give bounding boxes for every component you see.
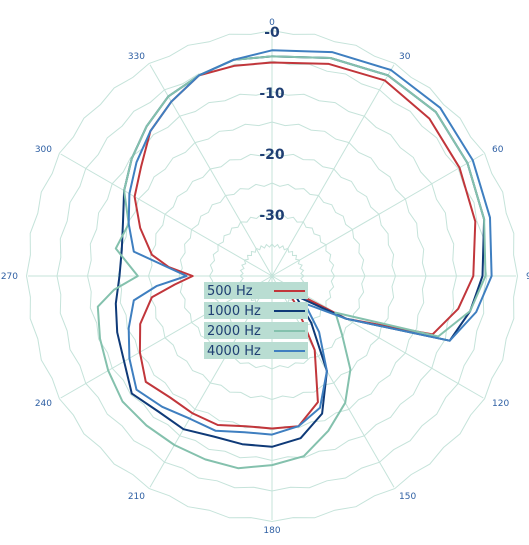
grid-ring bbox=[25, 29, 519, 523]
angle-tick-label: 120 bbox=[492, 399, 509, 409]
angle-tick-label: 9 bbox=[526, 272, 529, 282]
grid-spoke bbox=[60, 153, 273, 277]
series-line bbox=[127, 49, 493, 436]
angle-tick-label: 0 bbox=[269, 18, 275, 28]
radial-tick-label: -10 bbox=[259, 86, 285, 102]
legend-label: 2000 Hz bbox=[207, 324, 261, 339]
radial-tick-label: -30 bbox=[259, 208, 285, 224]
grid-spoke bbox=[271, 64, 395, 277]
radial-tick-label: -0 bbox=[264, 25, 280, 41]
angle-tick-label: 270 bbox=[1, 272, 18, 282]
angle-tick-label: 60 bbox=[492, 145, 504, 155]
series-lines bbox=[96, 49, 493, 470]
series-line bbox=[96, 55, 487, 470]
angle-tick-label: 150 bbox=[399, 492, 416, 502]
angle-tick-label: 30 bbox=[399, 52, 411, 62]
legend: 500 Hz 1000 Hz 2000 Hz 4000 Hz bbox=[204, 282, 308, 359]
legend-item-bg bbox=[204, 342, 308, 359]
series-line bbox=[114, 55, 486, 448]
legend-label: 500 Hz bbox=[207, 284, 253, 299]
angle-tick-label: 300 bbox=[35, 145, 52, 155]
grid-spoke bbox=[149, 64, 273, 277]
radial-tick-label: -20 bbox=[259, 147, 285, 163]
angle-tick-label: 210 bbox=[128, 492, 145, 502]
legend-item-bg bbox=[204, 302, 308, 319]
legend-label: 4000 Hz bbox=[207, 344, 261, 359]
grid bbox=[25, 29, 519, 523]
angle-tick-label: 330 bbox=[128, 52, 145, 62]
labels: 0 30 60 9 120 150 180 210 240 270 300 330 -0 -10 -20 -3… bbox=[1, 18, 529, 536]
angle-tick-label: 240 bbox=[35, 399, 52, 409]
legend-label: 1000 Hz bbox=[207, 304, 261, 319]
angle-tick-label: 180 bbox=[263, 526, 280, 536]
legend-item-bg bbox=[204, 282, 308, 299]
grid-spoke bbox=[271, 153, 484, 277]
legend-item-bg bbox=[204, 322, 308, 339]
series-line bbox=[133, 61, 477, 430]
